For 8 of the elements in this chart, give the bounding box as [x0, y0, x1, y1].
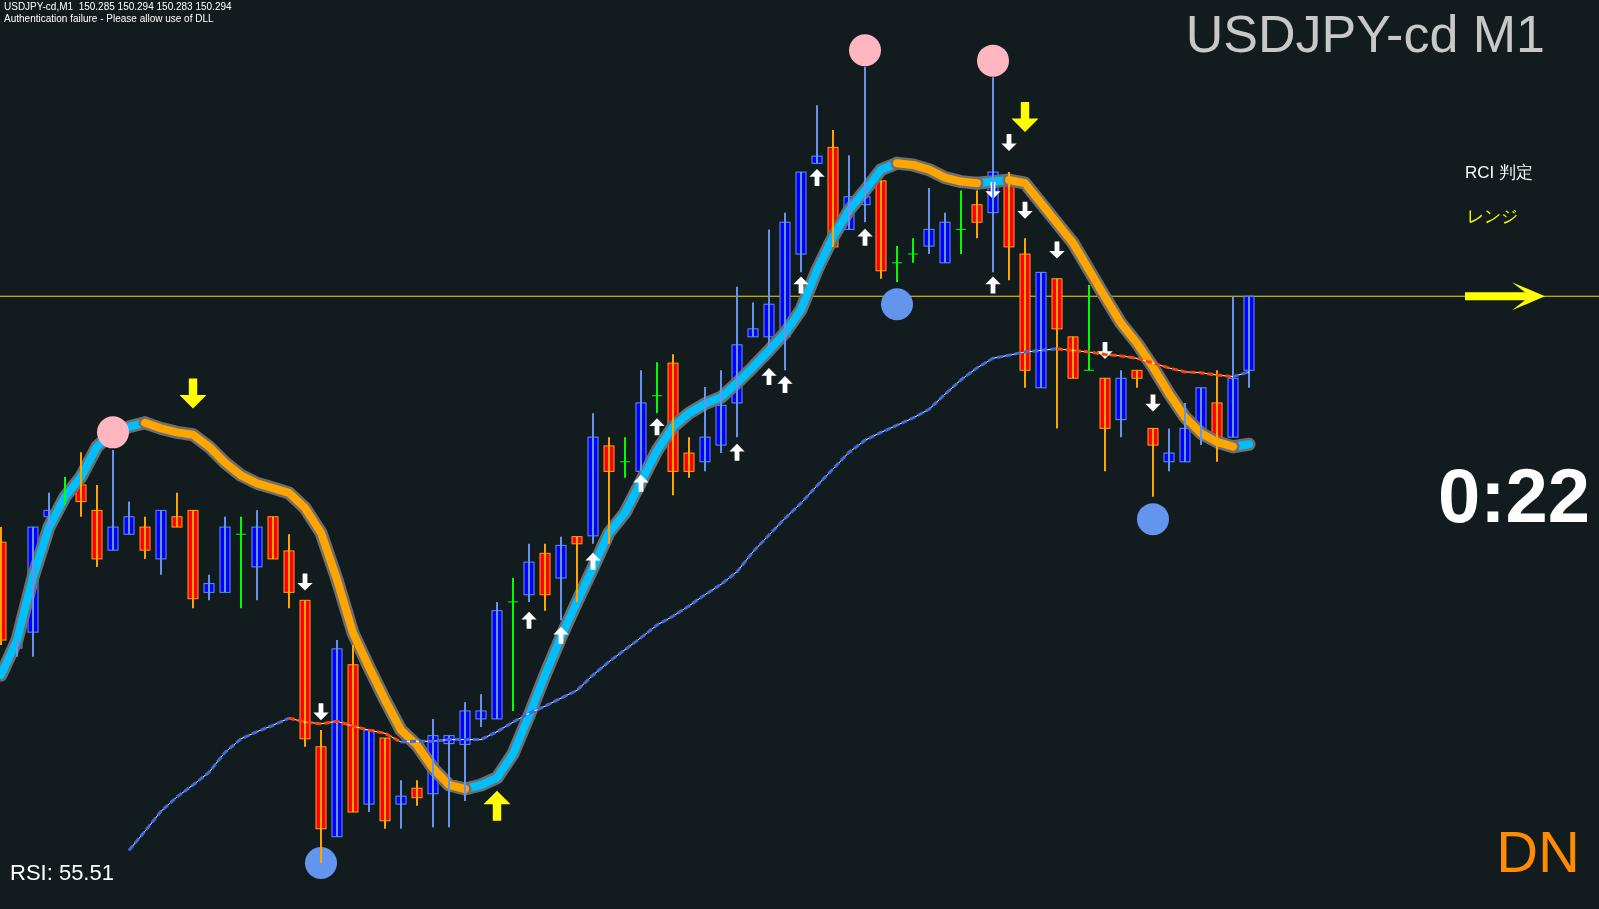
text: レンジ [1467, 207, 1518, 226]
text: USDJPY-cd,M1 150.285 150.294 150.283 150.294 [4, 1, 233, 12]
text: USDJPY-cd M1 [1185, 5, 1545, 63]
text: RCI 判定 [1465, 163, 1533, 182]
text: 0:22 [1437, 453, 1590, 538]
annotation: RSI: 55.51 [10, 860, 114, 885]
text: DN [1496, 819, 1580, 884]
text: Authentication failure - Please allow use of DLL [4, 13, 214, 24]
